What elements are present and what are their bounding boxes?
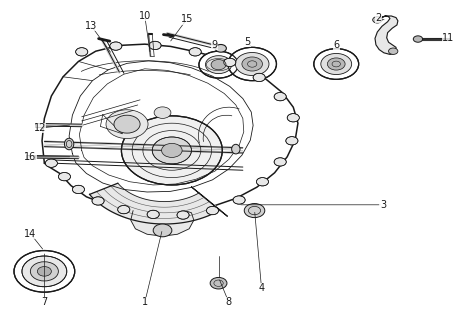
Circle shape (92, 197, 104, 205)
Circle shape (373, 17, 382, 23)
Circle shape (253, 73, 265, 82)
Text: 5: 5 (244, 36, 251, 47)
Circle shape (228, 47, 276, 81)
Circle shape (45, 159, 57, 167)
Circle shape (37, 267, 51, 276)
Circle shape (14, 251, 75, 292)
Polygon shape (131, 211, 194, 236)
Text: 9: 9 (212, 40, 218, 50)
FancyBboxPatch shape (26, 155, 35, 159)
Circle shape (215, 44, 226, 52)
Circle shape (22, 256, 67, 287)
Circle shape (256, 178, 269, 186)
Polygon shape (375, 16, 398, 54)
Circle shape (58, 172, 71, 181)
Circle shape (154, 107, 171, 118)
Text: 13: 13 (85, 20, 97, 31)
Circle shape (274, 92, 286, 101)
Circle shape (274, 158, 286, 166)
Circle shape (177, 211, 189, 219)
Text: 2: 2 (375, 12, 382, 23)
Circle shape (287, 114, 299, 122)
Polygon shape (90, 183, 220, 224)
Text: 1: 1 (142, 297, 148, 308)
Polygon shape (42, 44, 298, 213)
Circle shape (244, 204, 265, 218)
Circle shape (206, 206, 219, 215)
Text: 11: 11 (442, 33, 454, 44)
Text: 6: 6 (333, 40, 340, 50)
Circle shape (210, 277, 227, 289)
Circle shape (147, 210, 159, 219)
Circle shape (314, 49, 359, 79)
Circle shape (389, 48, 398, 54)
Circle shape (152, 137, 191, 164)
FancyBboxPatch shape (35, 123, 44, 127)
Text: 4: 4 (258, 283, 265, 293)
Circle shape (211, 60, 226, 70)
Circle shape (162, 143, 182, 157)
Circle shape (199, 51, 238, 78)
Polygon shape (191, 187, 227, 216)
Circle shape (153, 224, 172, 237)
Ellipse shape (232, 144, 240, 154)
Circle shape (106, 110, 148, 139)
Circle shape (413, 36, 423, 42)
Text: 8: 8 (226, 297, 232, 308)
Text: 12: 12 (34, 123, 46, 133)
Text: 7: 7 (41, 297, 48, 308)
Circle shape (224, 58, 236, 67)
Circle shape (242, 57, 262, 71)
Text: 14: 14 (24, 228, 36, 239)
Circle shape (72, 185, 85, 194)
Circle shape (149, 41, 161, 50)
Ellipse shape (64, 138, 74, 150)
Circle shape (118, 205, 130, 214)
Text: 10: 10 (139, 11, 151, 21)
Circle shape (235, 52, 269, 76)
Circle shape (327, 58, 345, 70)
Circle shape (321, 53, 352, 75)
Text: 3: 3 (380, 200, 386, 210)
Text: 15: 15 (181, 14, 193, 24)
Circle shape (205, 56, 232, 74)
Circle shape (114, 115, 140, 133)
Circle shape (110, 42, 122, 50)
Circle shape (286, 137, 298, 145)
Circle shape (30, 262, 58, 281)
Circle shape (233, 196, 245, 204)
Circle shape (121, 116, 222, 185)
Circle shape (76, 48, 88, 56)
Circle shape (189, 48, 201, 56)
Text: 16: 16 (24, 152, 36, 162)
